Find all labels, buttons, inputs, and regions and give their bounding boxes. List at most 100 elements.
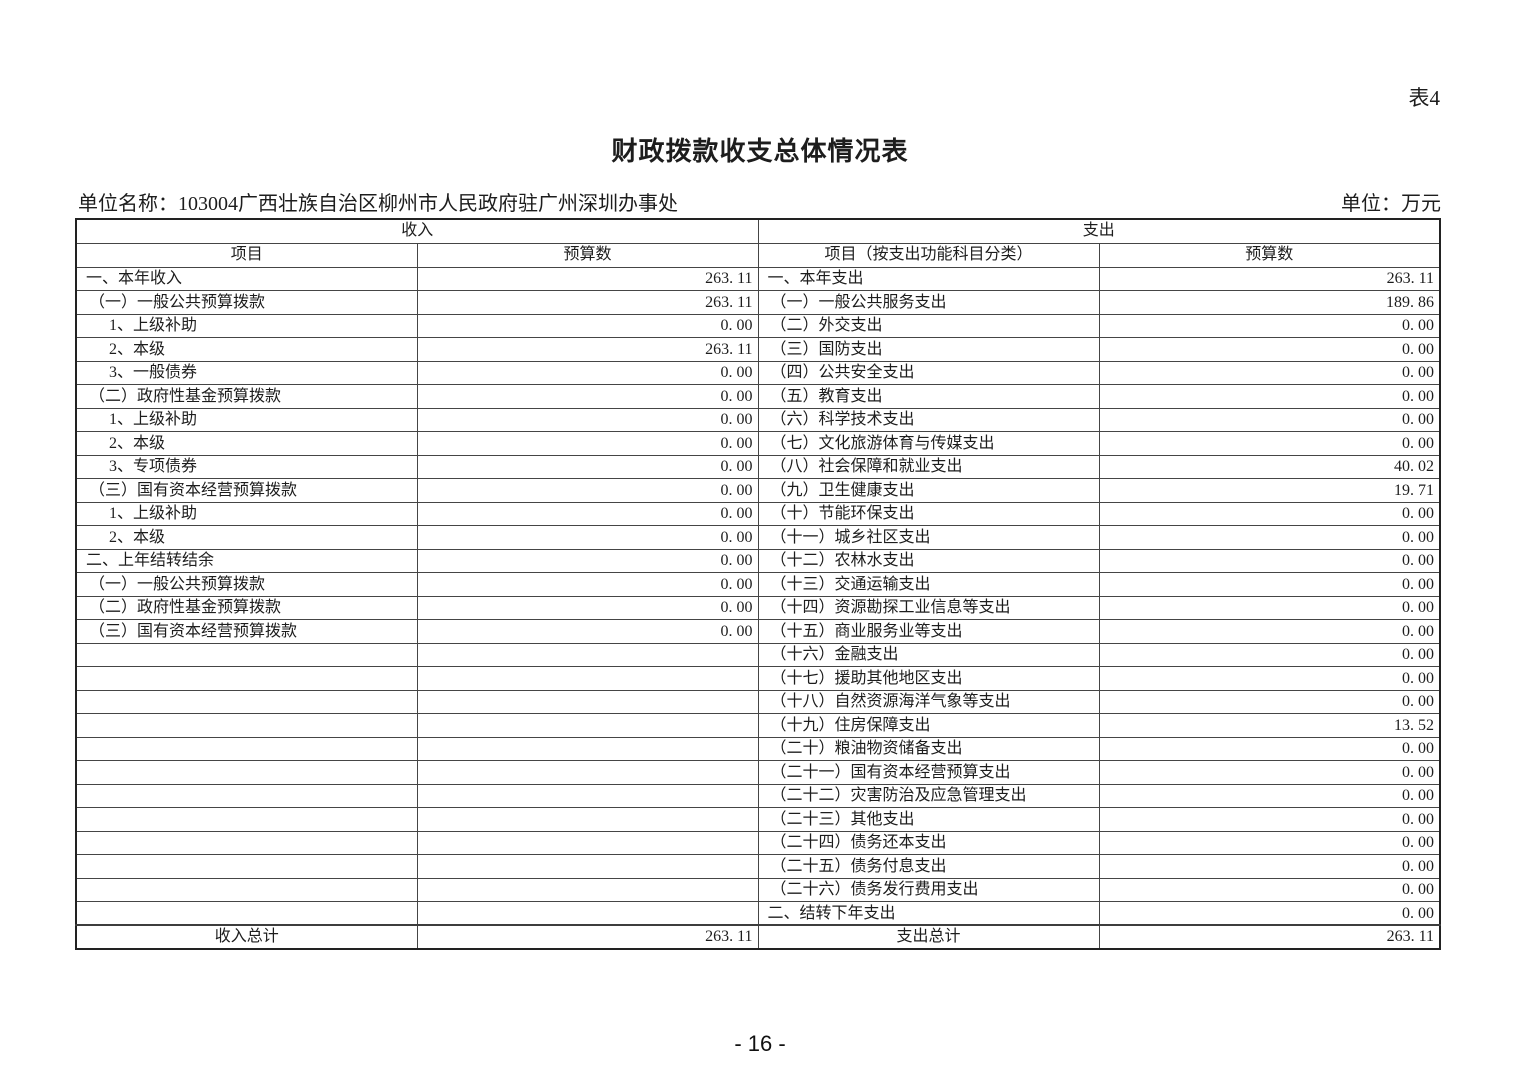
expense-value-cell: 19. 71: [1098, 478, 1441, 503]
total-row: 收入总计 263. 11 支出总计 263. 11: [75, 924, 1441, 950]
expense-item-cell: （二十）粮油物资储备支出: [757, 736, 1100, 761]
expense-value-cell: 0. 00: [1098, 642, 1441, 667]
table-row: （十八）自然资源海洋气象等支出 0. 00: [75, 689, 1441, 714]
page-number: - 16 -: [734, 1031, 786, 1056]
table-row: 2、本级 263. 11 （三）国防支出 0. 00: [75, 337, 1441, 362]
table-row: （十七）援助其他地区支出 0. 00: [75, 666, 1441, 691]
income-value-cell: [416, 713, 759, 738]
expense-value-cell: 0. 00: [1098, 501, 1441, 526]
expense-item-cell: （七）文化旅游体育与传媒支出: [757, 431, 1100, 456]
expense-value-cell: 0. 00: [1098, 877, 1441, 902]
group-header-row: 收入 支出: [75, 218, 1441, 244]
expense-value-cell: 0. 00: [1098, 830, 1441, 855]
expense-item-cell: （十六）金融支出: [757, 642, 1100, 667]
income-value-cell: [416, 760, 759, 785]
income-item-cell: 3、一般债券: [75, 360, 418, 385]
expense-item-cell: 一、本年支出: [757, 266, 1100, 291]
income-item-cell: [75, 901, 418, 926]
expense-value-cell: 189. 86: [1098, 290, 1441, 315]
income-item-cell: 1、上级补助: [75, 407, 418, 432]
income-item-cell: [75, 783, 418, 808]
table-row: （十六）金融支出 0. 00: [75, 642, 1441, 667]
expense-item-cell: （八）社会保障和就业支出: [757, 454, 1100, 479]
income-value-cell: [416, 901, 759, 926]
income-value-cell: 263. 11: [416, 266, 759, 291]
income-item-cell: [75, 807, 418, 832]
income-value-cell: 0. 00: [416, 525, 759, 550]
expense-item-cell: （二十五）债务付息支出: [757, 854, 1100, 879]
expense-value-cell: 0. 00: [1098, 619, 1441, 644]
income-value-cell: 0. 00: [416, 407, 759, 432]
expense-item-cell: （六）科学技术支出: [757, 407, 1100, 432]
income-item-cell: [75, 666, 418, 691]
income-item-cell: [75, 877, 418, 902]
income-value-cell: 0. 00: [416, 572, 759, 597]
table-row: 二、结转下年支出 0. 00: [75, 901, 1441, 926]
expense-value-cell: 0. 00: [1098, 548, 1441, 573]
expense-budget-column-header: 预算数: [1098, 242, 1441, 268]
expense-value-cell: 0. 00: [1098, 337, 1441, 362]
income-item-cell: 二、上年结转结余: [75, 548, 418, 573]
expense-item-cell: （五）教育支出: [757, 384, 1100, 409]
table-row: （三）国有资本经营预算拨款 0. 00 （九）卫生健康支出 19. 71: [75, 478, 1441, 503]
expense-value-cell: 0. 00: [1098, 736, 1441, 761]
table-row: （十九）住房保障支出 13. 52: [75, 713, 1441, 738]
table-row: （一）一般公共预算拨款 0. 00 （十三）交通运输支出 0. 00: [75, 572, 1441, 597]
income-value-cell: [416, 689, 759, 714]
expense-value-cell: 0. 00: [1098, 760, 1441, 785]
income-group-header: 收入: [75, 218, 759, 244]
expense-item-cell: （十四）资源勘探工业信息等支出: [757, 595, 1100, 620]
column-header-row: 项目 预算数 项目（按支出功能科目分类） 预算数: [75, 242, 1441, 268]
income-item-cell: （三）国有资本经营预算拨款: [75, 478, 418, 503]
expense-value-cell: 0. 00: [1098, 666, 1441, 691]
income-item-cell: 3、专项债券: [75, 454, 418, 479]
table-row: （二十六）债务发行费用支出 0. 00: [75, 877, 1441, 902]
income-value-cell: 0. 00: [416, 431, 759, 456]
income-value-cell: [416, 783, 759, 808]
expense-item-cell: （二十四）债务还本支出: [757, 830, 1100, 855]
expense-item-cell: （三）国防支出: [757, 337, 1100, 362]
income-item-cell: [75, 713, 418, 738]
income-item-cell: [75, 642, 418, 667]
expense-value-cell: 0. 00: [1098, 384, 1441, 409]
table-row: 2、本级 0. 00 （七）文化旅游体育与传媒支出 0. 00: [75, 431, 1441, 456]
table-row: 2、本级 0. 00 （十一）城乡社区支出 0. 00: [75, 525, 1441, 550]
table-row: （二十一）国有资本经营预算支出 0. 00: [75, 760, 1441, 785]
expense-value-cell: 0. 00: [1098, 689, 1441, 714]
unit-name-label: 单位名称：103004广西壮族自治区柳州市人民政府驻广州深圳办事处: [78, 193, 678, 215]
expense-item-column-header: 项目（按支出功能科目分类）: [757, 242, 1100, 268]
income-item-cell: （二）政府性基金预算拨款: [75, 384, 418, 409]
income-value-cell: [416, 877, 759, 902]
expense-value-cell: 0. 00: [1098, 407, 1441, 432]
income-value-cell: [416, 830, 759, 855]
income-item-cell: （二）政府性基金预算拨款: [75, 595, 418, 620]
page-title: 财政拨款收支总体情况表: [611, 137, 909, 166]
income-value-cell: 0. 00: [416, 384, 759, 409]
table-row: （二十五）债务付息支出 0. 00: [75, 854, 1441, 879]
expense-value-cell: 0. 00: [1098, 431, 1441, 456]
income-item-cell: 2、本级: [75, 337, 418, 362]
income-item-cell: [75, 854, 418, 879]
income-item-cell: [75, 689, 418, 714]
expense-item-cell: （十一）城乡社区支出: [757, 525, 1100, 550]
table-row: 一、本年收入 263. 11 一、本年支出 263. 11: [75, 266, 1441, 291]
expense-value-cell: 0. 00: [1098, 595, 1441, 620]
expense-item-cell: （二十六）债务发行费用支出: [757, 877, 1100, 902]
budget-table: 收入 支出 项目 预算数 项目（按支出功能科目分类） 预算数 一、本年收入 263…: [75, 218, 1441, 950]
table-number-label: 表4: [1408, 86, 1441, 110]
unit-of-measure-label: 单位：万元: [1341, 193, 1441, 215]
table-row: （三）国有资本经营预算拨款 0. 00 （十五）商业服务业等支出 0. 00: [75, 619, 1441, 644]
expense-value-cell: 13. 52: [1098, 713, 1441, 738]
expense-item-cell: （十二）农林水支出: [757, 548, 1100, 573]
income-value-cell: 0. 00: [416, 360, 759, 385]
income-value-cell: [416, 666, 759, 691]
income-item-cell: （一）一般公共预算拨款: [75, 572, 418, 597]
income-item-cell: [75, 830, 418, 855]
income-item-cell: 2、本级: [75, 431, 418, 456]
expense-item-cell: 二、结转下年支出: [757, 901, 1100, 926]
expense-item-cell: （一）一般公共服务支出: [757, 290, 1100, 315]
table-row: （二十）粮油物资储备支出 0. 00: [75, 736, 1441, 761]
income-value-cell: [416, 807, 759, 832]
table-row: （二）政府性基金预算拨款 0. 00 （五）教育支出 0. 00: [75, 384, 1441, 409]
